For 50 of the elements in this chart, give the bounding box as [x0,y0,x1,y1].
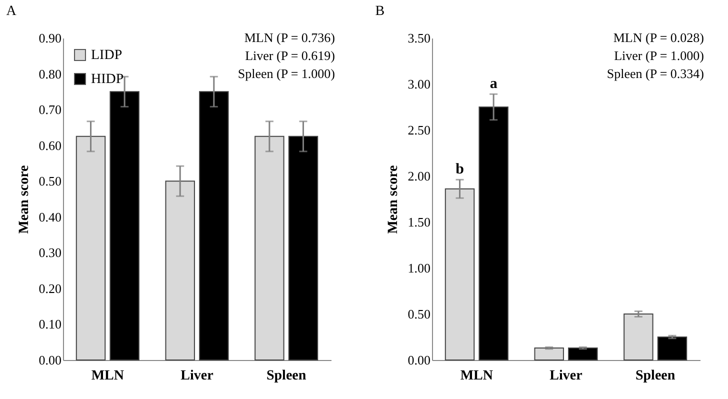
y-tick-label: 0.50 [38,174,62,189]
y-tick-label: 0.20 [38,280,62,296]
annotation: MLN (P = 0.736) [244,30,335,45]
bar [478,106,508,360]
legend-label: LIDP [91,48,122,63]
y-tick-label: 0.50 [408,306,430,322]
y-tick-label: 0.10 [38,316,62,332]
bar [534,348,564,360]
bar [624,314,654,360]
chart-title: A [6,4,18,19]
bar [444,188,475,360]
y-tick-label: 0.00 [408,352,430,368]
y-tick-label: 0.30 [38,245,62,260]
annotation: MLN (P = 0.028) [613,30,704,45]
annotation: b [456,162,464,178]
bar [110,91,140,360]
x-tick-label: Liver [180,368,214,384]
annotation: Spleen (P = 1.000) [238,66,335,81]
y-tick-label: 0.70 [38,102,62,118]
bar [657,336,688,360]
x-tick-label: Liver [550,368,582,384]
bar [254,136,284,360]
annotation: Spleen (P = 0.334) [606,66,704,81]
chart-title: B [375,4,385,19]
y-tick-label: 3.00 [408,76,430,92]
y-tick-label: 0.40 [38,209,62,224]
y-axis-title: Mean score [16,165,32,234]
y-tick-label: 2.00 [408,168,430,184]
y-tick-label: 0.60 [38,138,62,153]
annotation: a [490,76,498,92]
x-tick-label: Spleen [266,368,306,384]
x-tick-label: Spleen [635,368,676,384]
annotation: Liver (P = 0.619) [245,48,335,63]
bar [568,348,598,360]
bar [199,91,229,360]
x-tick-label: MLN [460,368,494,384]
y-tick-label: 3.50 [408,30,430,46]
annotation: Liver (P = 1.000) [614,48,704,63]
y-tick-label: 2.50 [408,122,430,138]
x-tick-label: MLN [91,368,124,384]
bar [76,136,106,360]
y-tick-label: 0.90 [38,30,62,46]
y-axis-title: Mean score [386,165,401,234]
y-tick-label: 1.50 [408,214,430,230]
bar [288,136,318,360]
y-tick-label: 0.00 [38,352,62,368]
y-tick-label: 1.00 [408,260,430,276]
y-tick-label: 0.80 [38,66,62,82]
bar [165,180,195,360]
legend-label: HIDP [91,72,124,87]
